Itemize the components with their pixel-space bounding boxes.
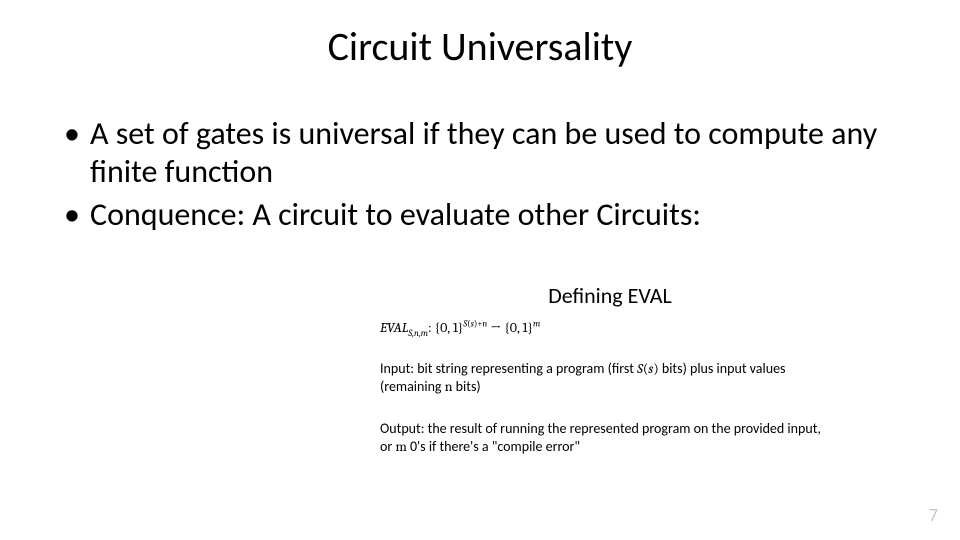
input-paragraph: Input: bit string representing a program… <box>360 360 860 395</box>
output-paragraph: Output: the result of running the repres… <box>360 420 860 455</box>
bullet-item: A set of gates is universal if they can … <box>60 115 910 192</box>
output-after: 0's if there's a "compile error" <box>407 438 580 455</box>
formula-prefix: EVAL <box>380 319 408 336</box>
eval-formula: EVALS,n,m: {0, 1}S(s)+n → {0, 1}m <box>360 319 860 339</box>
slide: Circuit Universality A set of gates is u… <box>0 0 960 540</box>
bullet-item: Conquence: A circuit to evaluate other C… <box>60 196 910 234</box>
page-number: 7 <box>929 504 938 526</box>
bullet-list: A set of gates is universal if they can … <box>60 115 910 238</box>
formula-sub: S,n,m <box>408 329 428 339</box>
slide-title: Circuit Universality <box>0 22 960 71</box>
sub-block: Defining EVAL EVALS,n,m: {0, 1}S(s)+n → … <box>360 282 860 339</box>
formula-domain: : {0, 1} <box>428 319 463 336</box>
input-lead: Input: bit string representing a program… <box>380 360 637 377</box>
input-n: n <box>445 378 453 395</box>
sub-title: Defining EVAL <box>360 282 860 309</box>
formula-arrow: → {0, 1} <box>487 319 533 336</box>
input-after2: bits) <box>453 378 481 395</box>
output-m: m <box>395 438 406 455</box>
formula-range-m: m <box>533 319 540 329</box>
